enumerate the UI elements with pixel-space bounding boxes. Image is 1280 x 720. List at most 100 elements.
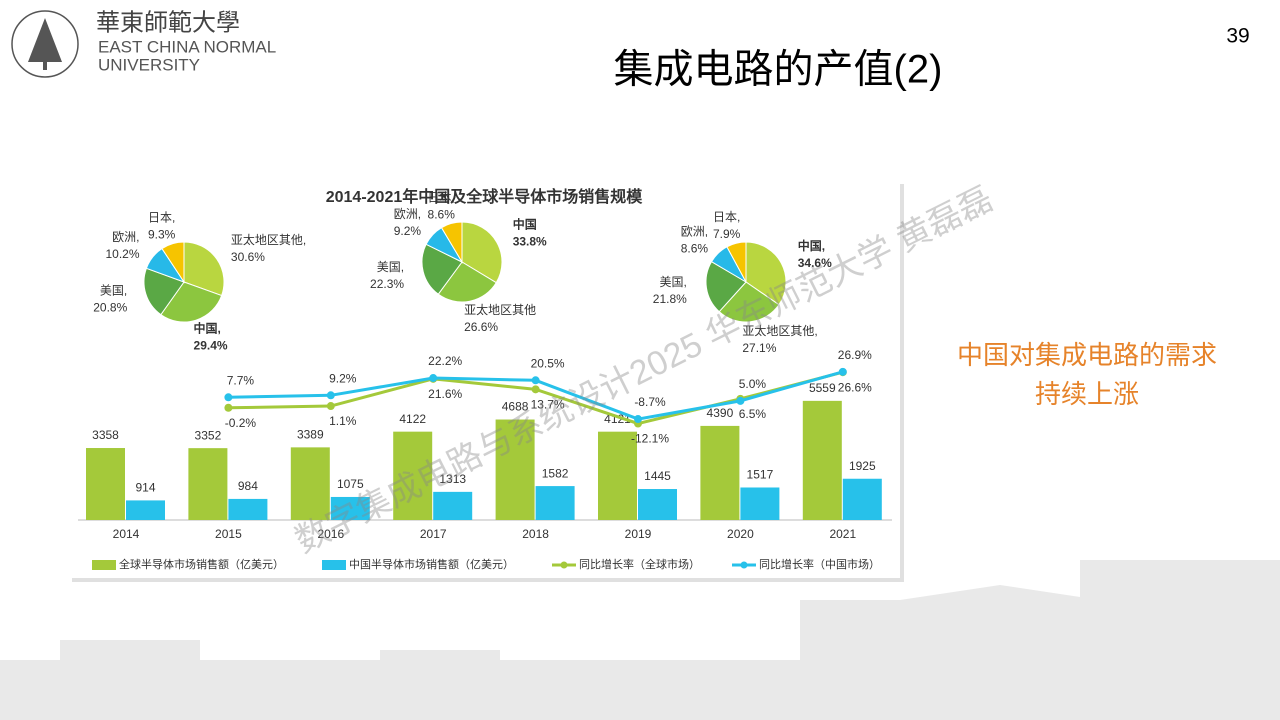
pie-label: 中国 <box>513 217 537 232</box>
line-marker <box>531 376 540 385</box>
pie-value-label: 8.6% <box>681 241 709 255</box>
data-label: 21.6% <box>428 387 462 401</box>
bar-label: 3358 <box>92 428 119 442</box>
pie-label: 亚太地区其他 <box>464 302 536 317</box>
x-tick-label: 2017 <box>420 527 447 541</box>
page-number: 39 <box>1226 25 1249 48</box>
logo <box>11 10 79 78</box>
pie-label: 美国, <box>377 260 404 274</box>
pie-value-label: 27.1% <box>742 341 776 355</box>
bar-label: 984 <box>238 479 258 493</box>
bar <box>842 478 882 520</box>
bar <box>393 431 433 520</box>
pie-label: 欧洲, <box>394 207 421 221</box>
line-marker <box>736 396 745 405</box>
legend-swatch <box>740 561 748 569</box>
legend-swatch <box>560 561 568 569</box>
bar-label: 914 <box>135 481 155 495</box>
bar-label: 1075 <box>337 477 364 491</box>
pie-slice <box>726 241 747 283</box>
chart-title: 2014-2021年中国及全球半导体市场销售规模 <box>326 187 644 206</box>
bar-label: 1517 <box>747 468 774 482</box>
logo-en: EAST CHINA NORMAL <box>98 37 276 56</box>
bar <box>126 500 165 520</box>
pie-slice <box>440 221 463 264</box>
bar <box>228 498 268 520</box>
note: 持续上涨 <box>1035 379 1139 409</box>
line-marker <box>224 403 233 412</box>
bar <box>535 486 575 520</box>
x-tick-label: 2021 <box>829 527 856 541</box>
legend-swatch <box>92 560 116 570</box>
line-marker <box>326 391 335 400</box>
data-label: 22.2% <box>428 354 462 368</box>
pie-label: 欧洲, <box>112 230 139 244</box>
line-marker <box>634 415 642 424</box>
pie-label: 中国, <box>798 238 825 253</box>
pie-slice <box>143 267 185 316</box>
x-tick-label: 2015 <box>215 527 242 541</box>
pie-slice <box>421 243 463 295</box>
bar-label: 4122 <box>399 412 426 426</box>
bar <box>188 448 228 520</box>
data-label: -8.7% <box>634 395 666 409</box>
bar-label: 1925 <box>849 459 876 473</box>
chart: 2014 2015 2016 2017 2018 2019 2020 2021 3358 3352… <box>86 190 882 571</box>
pie-label: 中国, <box>194 321 221 336</box>
pie-label: 日本, <box>713 210 740 224</box>
note: 中国对集成电路的需求 <box>957 340 1217 370</box>
pie-slice <box>183 241 225 297</box>
x-tick-label: 2019 <box>625 527 652 541</box>
bar-label: 1582 <box>542 466 569 480</box>
bar <box>740 487 780 520</box>
bar <box>598 431 637 520</box>
bar <box>330 496 370 520</box>
slide-title: 集成电路的产值(2) <box>614 48 943 92</box>
pie-value-label: 9.3% <box>148 228 176 242</box>
pie-value-label: 9.2% <box>394 224 422 238</box>
data-label: 13.7% <box>531 397 565 411</box>
logo-cn: 華東師範大學 <box>96 9 240 36</box>
pie-slice <box>745 241 787 306</box>
legend-label: 同比增长率（全球市场） <box>579 557 700 571</box>
pie-value-label: 34.6% <box>798 256 832 270</box>
bar-label: 4390 <box>707 406 734 420</box>
pie-label: 日本, <box>428 190 455 204</box>
background-buildings <box>0 560 1280 720</box>
data-label: 5.0% <box>739 377 767 391</box>
bar <box>433 491 473 520</box>
pie-value-label: 30.6% <box>231 250 265 264</box>
pie-value-label: 22.3% <box>370 277 404 291</box>
data-label: 7.7% <box>227 373 255 387</box>
pie-slice <box>718 281 780 323</box>
bar <box>290 447 330 520</box>
line-marker <box>224 393 233 402</box>
legend-label: 全球半导体市场销售额（亿美元） <box>119 557 284 571</box>
line-marker <box>531 385 540 394</box>
pie-slice <box>160 281 223 323</box>
data-label: 1.1% <box>329 414 357 428</box>
pie-slice <box>161 241 185 284</box>
line-marker <box>326 402 335 411</box>
pie-slice <box>437 261 497 303</box>
pie-value-label: 20.8% <box>93 300 127 314</box>
bar <box>86 448 125 520</box>
data-label: 6.5% <box>739 407 767 421</box>
bar-label: 5559 <box>809 381 836 395</box>
pie-value-label: 7.9% <box>713 227 741 241</box>
data-label: 26.6% <box>838 380 872 394</box>
data-label: -12.1% <box>631 432 669 446</box>
bar <box>638 489 677 520</box>
bar-label: 1313 <box>439 472 466 486</box>
pie-label: 亚太地区其他, <box>742 323 817 338</box>
pie-value-label: 29.4% <box>194 339 228 353</box>
logo-en: UNIVERSITY <box>98 55 200 74</box>
line-marker <box>429 374 438 383</box>
data-label: 26.9% <box>838 348 872 362</box>
bar-label: 3389 <box>297 428 324 442</box>
legend-label: 同比增长率（中国市场） <box>759 557 880 571</box>
legend-swatch <box>322 560 346 570</box>
pie-label: 美国, <box>659 275 686 289</box>
x-tick-label: 2016 <box>317 527 344 541</box>
pie-label: 美国, <box>100 283 127 297</box>
